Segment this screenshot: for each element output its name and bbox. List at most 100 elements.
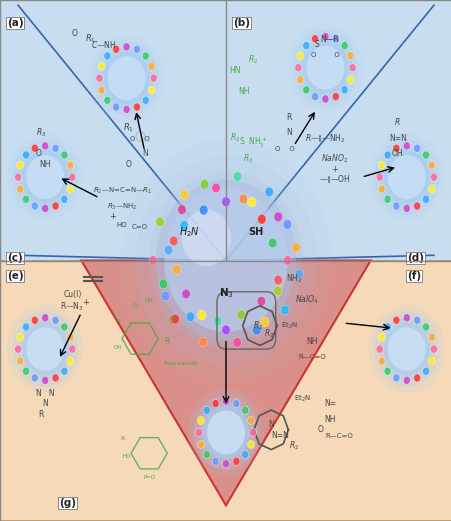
Text: Et$_2$N: Et$_2$N bbox=[280, 321, 297, 331]
Circle shape bbox=[69, 173, 76, 181]
Circle shape bbox=[198, 337, 207, 347]
Circle shape bbox=[94, 41, 159, 116]
Text: $R_2$: $R_2$ bbox=[288, 439, 298, 452]
Circle shape bbox=[377, 185, 384, 193]
Circle shape bbox=[295, 269, 303, 279]
Text: $R_2$: $R_2$ bbox=[263, 327, 273, 340]
Circle shape bbox=[7, 305, 83, 393]
Circle shape bbox=[321, 32, 328, 41]
Circle shape bbox=[203, 406, 210, 414]
Circle shape bbox=[121, 140, 330, 381]
Circle shape bbox=[379, 146, 433, 208]
Circle shape bbox=[241, 406, 248, 414]
Circle shape bbox=[148, 86, 155, 94]
Circle shape bbox=[298, 36, 352, 99]
Circle shape bbox=[296, 52, 303, 60]
Circle shape bbox=[159, 279, 167, 289]
Circle shape bbox=[221, 197, 230, 207]
Text: (d): (d) bbox=[406, 253, 423, 263]
Circle shape bbox=[368, 305, 444, 393]
Text: HN: HN bbox=[229, 66, 240, 75]
Circle shape bbox=[422, 195, 428, 203]
Text: $R_1$: $R_1$ bbox=[123, 121, 134, 134]
Text: HO: HO bbox=[116, 221, 127, 228]
Circle shape bbox=[31, 374, 38, 382]
Text: (c): (c) bbox=[7, 253, 23, 263]
Text: NH: NH bbox=[39, 160, 51, 169]
Circle shape bbox=[273, 275, 282, 285]
Circle shape bbox=[373, 140, 438, 215]
Circle shape bbox=[222, 397, 229, 405]
Circle shape bbox=[429, 173, 437, 181]
Circle shape bbox=[383, 151, 429, 204]
Circle shape bbox=[239, 194, 247, 204]
Circle shape bbox=[383, 322, 429, 376]
Circle shape bbox=[375, 173, 382, 181]
Circle shape bbox=[200, 179, 208, 189]
Circle shape bbox=[31, 316, 38, 324]
Circle shape bbox=[236, 310, 245, 319]
Bar bbox=[0, 260, 451, 521]
Circle shape bbox=[377, 161, 384, 169]
Circle shape bbox=[402, 204, 410, 213]
Circle shape bbox=[212, 457, 219, 465]
Circle shape bbox=[26, 327, 64, 371]
Circle shape bbox=[247, 197, 255, 207]
Text: $R_3$: $R_3$ bbox=[243, 153, 253, 165]
Text: NaIO$_4$: NaIO$_4$ bbox=[295, 293, 318, 306]
Circle shape bbox=[17, 185, 23, 193]
Circle shape bbox=[346, 76, 353, 84]
Circle shape bbox=[402, 376, 410, 384]
Circle shape bbox=[247, 440, 254, 449]
Circle shape bbox=[232, 400, 239, 407]
Circle shape bbox=[341, 42, 347, 49]
Text: N$_3$: N$_3$ bbox=[218, 286, 233, 300]
Circle shape bbox=[296, 76, 303, 84]
Text: OH: OH bbox=[145, 298, 153, 303]
Bar bbox=[0, 0, 451, 260]
Circle shape bbox=[264, 187, 273, 197]
Circle shape bbox=[61, 367, 68, 375]
Text: $R$—$\langle\!\!\langle$—NH$_2$: $R$—$\langle\!\!\langle$—NH$_2$ bbox=[305, 132, 345, 144]
Circle shape bbox=[17, 333, 23, 341]
Text: O        O: O O bbox=[310, 52, 339, 58]
Text: O: O bbox=[318, 426, 323, 435]
Text: S  NH$_3^+$: S NH$_3^+$ bbox=[239, 136, 267, 151]
Text: N: N bbox=[42, 400, 48, 408]
Circle shape bbox=[98, 86, 105, 94]
Circle shape bbox=[422, 151, 428, 159]
Circle shape bbox=[413, 374, 420, 382]
Text: HO: HO bbox=[122, 454, 130, 460]
Text: R—C=O: R—C=O bbox=[297, 354, 325, 361]
Text: O: O bbox=[133, 303, 138, 308]
Text: (g): (g) bbox=[59, 498, 76, 507]
Circle shape bbox=[133, 103, 140, 111]
Circle shape bbox=[150, 74, 157, 82]
Circle shape bbox=[103, 52, 149, 105]
Text: Et$_2$N: Et$_2$N bbox=[294, 394, 311, 404]
Text: $R_2$—N=C=N—$R_1$: $R_2$—N=C=N—$R_1$ bbox=[92, 186, 151, 196]
Text: (e): (e) bbox=[7, 271, 23, 281]
Text: (f): (f) bbox=[406, 271, 420, 281]
Text: $R_2$: $R_2$ bbox=[230, 132, 239, 144]
Circle shape bbox=[402, 142, 410, 150]
Circle shape bbox=[52, 316, 59, 324]
Circle shape bbox=[212, 400, 219, 407]
Text: N: N bbox=[142, 150, 147, 158]
Circle shape bbox=[17, 357, 23, 365]
Circle shape bbox=[164, 245, 172, 255]
Text: N—R: N—R bbox=[320, 35, 339, 44]
Text: O    O: O O bbox=[130, 135, 150, 142]
Text: N=N: N=N bbox=[271, 431, 289, 440]
Circle shape bbox=[156, 180, 295, 341]
Circle shape bbox=[14, 345, 22, 353]
Circle shape bbox=[392, 202, 399, 210]
Circle shape bbox=[161, 291, 170, 301]
Circle shape bbox=[98, 62, 105, 70]
Circle shape bbox=[197, 416, 204, 425]
Circle shape bbox=[283, 256, 291, 265]
Circle shape bbox=[26, 155, 64, 199]
Text: N: N bbox=[268, 420, 273, 429]
Text: (b): (b) bbox=[232, 18, 249, 28]
Circle shape bbox=[180, 190, 189, 200]
